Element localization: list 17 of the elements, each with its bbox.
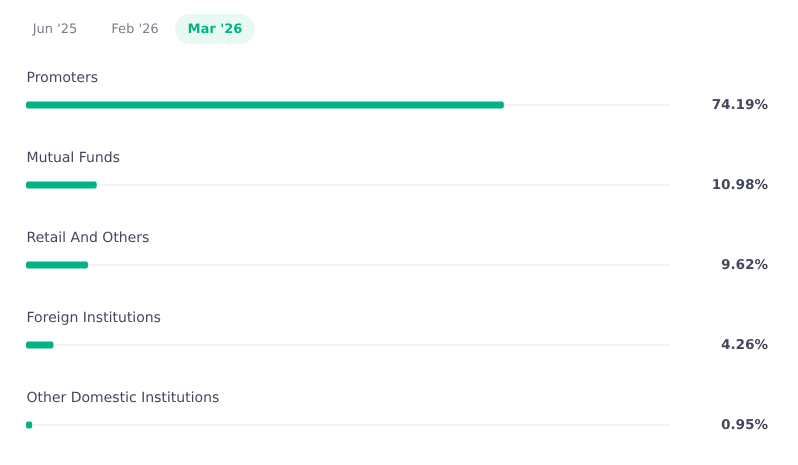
bar — [26, 102, 504, 108]
y-tick-label: Retail And Others — [26, 230, 150, 246]
bar — [26, 262, 88, 268]
text: Feb '26 — [111, 22, 159, 37]
y-tick-label: Mutual Funds — [26, 150, 120, 166]
text: Jun '25 — [32, 22, 78, 37]
data-label: 4.26% — [721, 337, 768, 353]
data-label: 9.62% — [721, 257, 768, 273]
bar — [26, 182, 97, 188]
data-label: 0.95% — [721, 417, 768, 433]
data-label: 74.19% — [712, 97, 768, 113]
data-label: 10.98% — [712, 177, 768, 193]
y-tick-label: Foreign Institutions — [26, 310, 161, 326]
y-tick-label: Promoters — [26, 70, 98, 86]
y-tick-label: Other Domestic Institutions — [26, 390, 220, 406]
text: Mar '26 — [188, 22, 242, 37]
bar — [26, 342, 54, 348]
